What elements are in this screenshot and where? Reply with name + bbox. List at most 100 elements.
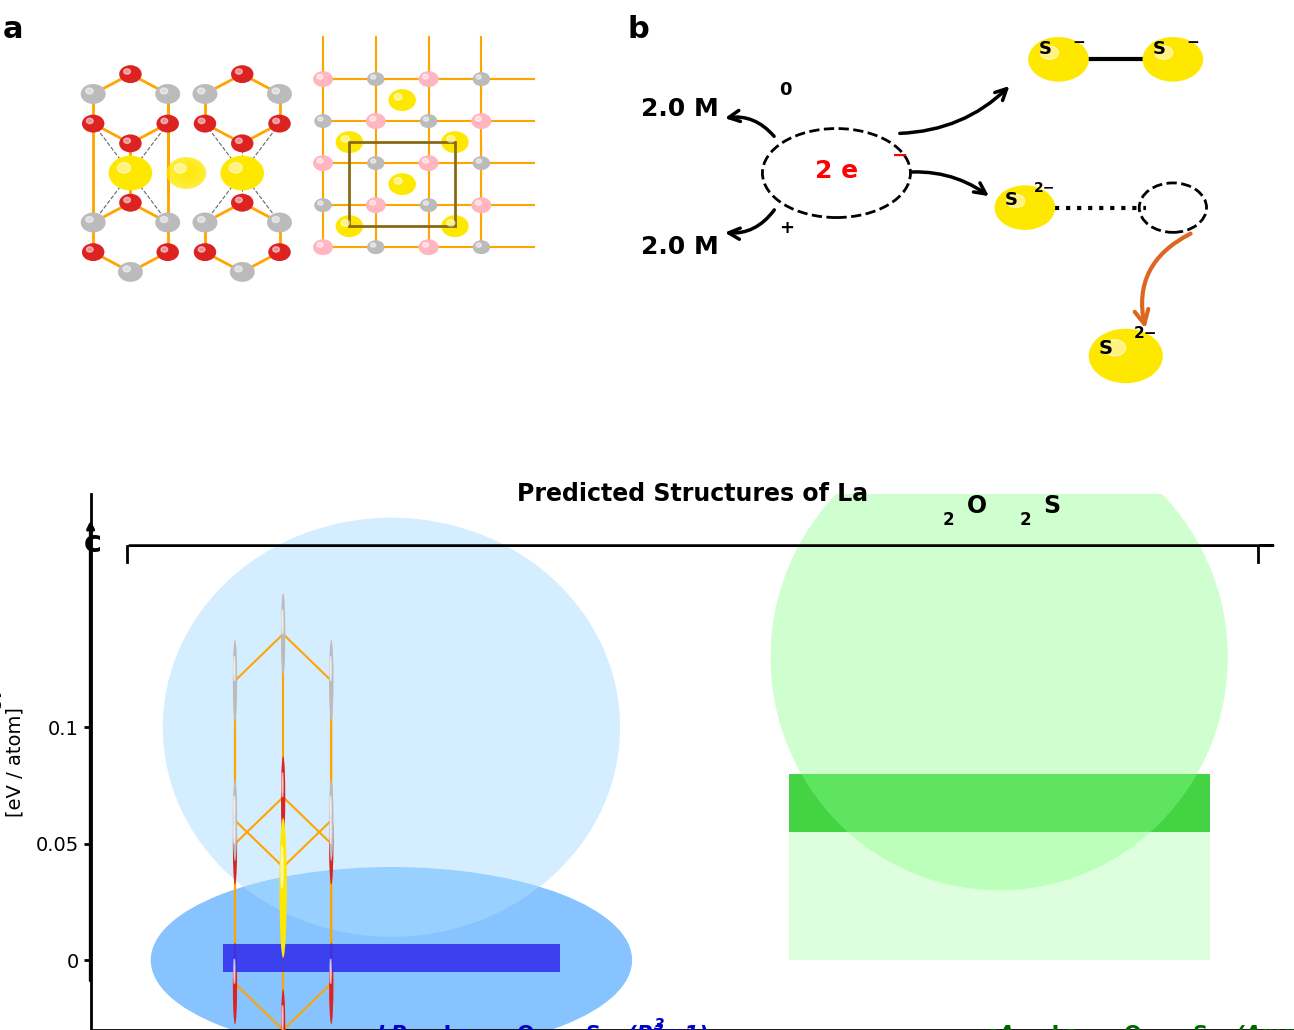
Circle shape (234, 817, 237, 864)
Circle shape (281, 756, 285, 837)
Circle shape (82, 114, 105, 133)
Circle shape (330, 961, 333, 997)
Circle shape (233, 640, 237, 721)
Circle shape (194, 213, 216, 231)
Circle shape (329, 803, 334, 885)
Circle shape (474, 198, 490, 212)
Circle shape (391, 174, 414, 194)
Text: O: O (967, 493, 987, 518)
Circle shape (234, 265, 252, 278)
Text: 2.0 M: 2.0 M (642, 97, 719, 121)
Circle shape (419, 114, 437, 128)
Circle shape (197, 215, 215, 229)
Circle shape (388, 90, 415, 111)
Circle shape (419, 156, 439, 171)
Circle shape (234, 266, 242, 272)
Circle shape (198, 216, 204, 222)
Circle shape (423, 158, 435, 167)
Circle shape (236, 266, 251, 277)
Circle shape (330, 808, 333, 878)
Text: (Amm2): (Amm2) (1228, 1025, 1294, 1030)
Circle shape (233, 784, 237, 854)
Circle shape (202, 247, 211, 255)
Circle shape (427, 202, 432, 206)
Circle shape (472, 157, 490, 170)
Circle shape (480, 202, 485, 206)
Text: -La: -La (436, 1025, 472, 1030)
Circle shape (91, 90, 98, 96)
Circle shape (329, 640, 334, 721)
Circle shape (1014, 196, 1042, 215)
Circle shape (274, 246, 287, 256)
Circle shape (388, 173, 415, 195)
Circle shape (400, 96, 408, 102)
Circle shape (393, 176, 413, 192)
Circle shape (282, 857, 285, 899)
Circle shape (373, 243, 380, 249)
Text: 2−: 2− (1135, 327, 1158, 341)
Circle shape (419, 239, 439, 255)
Circle shape (474, 241, 489, 253)
Circle shape (1154, 46, 1172, 60)
Circle shape (370, 74, 383, 83)
Circle shape (274, 117, 287, 128)
Circle shape (320, 243, 329, 250)
Circle shape (342, 219, 349, 227)
Circle shape (198, 118, 204, 124)
Circle shape (124, 266, 138, 277)
Circle shape (330, 798, 333, 833)
Circle shape (233, 640, 237, 721)
Text: 2.0 M: 2.0 M (642, 235, 719, 260)
Circle shape (128, 70, 136, 75)
Circle shape (276, 247, 286, 255)
Circle shape (419, 71, 439, 87)
Circle shape (281, 846, 283, 888)
Circle shape (1000, 187, 1052, 227)
Circle shape (118, 163, 131, 173)
Circle shape (281, 826, 285, 907)
Circle shape (477, 159, 487, 167)
Circle shape (476, 159, 481, 163)
Circle shape (83, 85, 105, 102)
Circle shape (317, 157, 331, 168)
Circle shape (238, 69, 248, 77)
Circle shape (374, 244, 379, 248)
Circle shape (367, 157, 384, 170)
Circle shape (388, 173, 415, 195)
Circle shape (313, 239, 333, 255)
Circle shape (198, 247, 204, 252)
Circle shape (91, 218, 98, 225)
Circle shape (158, 213, 179, 231)
Circle shape (1020, 198, 1038, 211)
Circle shape (119, 194, 141, 211)
Circle shape (280, 818, 287, 958)
Circle shape (329, 942, 334, 1024)
Circle shape (224, 158, 261, 187)
Circle shape (119, 65, 141, 83)
Circle shape (318, 242, 330, 251)
Circle shape (164, 247, 173, 255)
Circle shape (318, 201, 324, 205)
Circle shape (393, 177, 402, 184)
Circle shape (424, 201, 435, 209)
Circle shape (441, 215, 468, 237)
Circle shape (397, 178, 410, 187)
Circle shape (238, 198, 248, 206)
Circle shape (1143, 37, 1203, 81)
Circle shape (267, 212, 292, 233)
Circle shape (234, 798, 236, 833)
Circle shape (232, 65, 254, 83)
Circle shape (313, 156, 333, 171)
Circle shape (338, 216, 361, 235)
Circle shape (272, 215, 289, 229)
Circle shape (476, 116, 488, 125)
Circle shape (267, 212, 292, 233)
Circle shape (471, 113, 492, 129)
Circle shape (427, 160, 433, 165)
Circle shape (282, 1003, 285, 1030)
Circle shape (233, 803, 237, 885)
Circle shape (423, 74, 435, 83)
Circle shape (282, 850, 285, 911)
Circle shape (232, 65, 254, 83)
Circle shape (477, 74, 487, 82)
